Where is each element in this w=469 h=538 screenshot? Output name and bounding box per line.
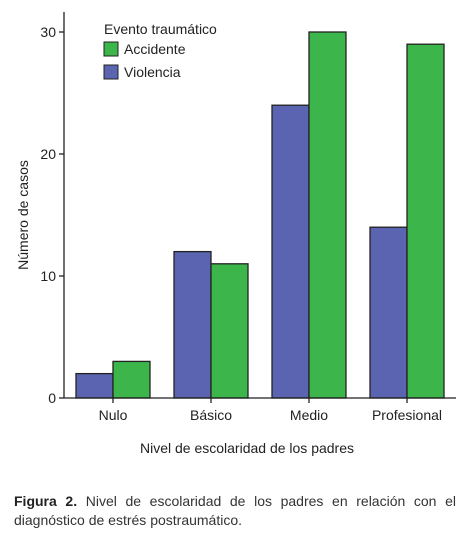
legend: Evento traumático Accidente Violencia: [103, 21, 217, 80]
bar-accidente-medio: [308, 31, 347, 399]
x-axis-title: Nivel de escolaridad de los padres: [140, 440, 354, 456]
legend-swatch-violencia: [103, 64, 119, 80]
legend-title: Evento traumático: [104, 21, 217, 37]
bar-violencia-básico: [173, 250, 212, 399]
x-tick-label: Medio: [290, 407, 328, 423]
x-tick-label: Profesional: [372, 407, 442, 423]
y-tick-label: 20: [40, 146, 56, 162]
x-ticks-group: Nulo Básico Medio Profesional: [99, 398, 442, 423]
legend-swatch-accidente: [103, 41, 119, 57]
y-tick-label: 30: [40, 24, 56, 40]
figure-caption: Figura 2. Nivel de escolaridad de los pa…: [14, 492, 456, 530]
bar-accidente-profesional: [406, 43, 445, 399]
x-tick-label: Nulo: [99, 407, 128, 423]
bar-violencia-profesional: [369, 226, 408, 399]
y-ticks-group: 0 10 20 30: [40, 24, 64, 406]
bar-accidente-nulo: [112, 360, 151, 399]
caption-text: Nivel de escolaridad de los padres en re…: [14, 493, 456, 528]
y-tick-label: 10: [40, 268, 56, 284]
bar-chart: 0 10 20 30 Nulo Básico Medio Profesional Nivel…: [15, 12, 456, 456]
y-tick-label: 0: [48, 390, 56, 406]
bar-violencia-medio: [271, 104, 310, 399]
bar-violencia-nulo: [75, 372, 114, 399]
x-tick-label: Básico: [190, 407, 232, 423]
legend-label-violencia: Violencia: [124, 64, 181, 80]
legend-label-accidente: Accidente: [124, 41, 186, 57]
bars-group: [75, 31, 445, 399]
axes-group: [63, 12, 456, 399]
bar-accidente-básico: [210, 263, 249, 399]
caption-label: Figura 2.: [14, 493, 78, 509]
y-axis-title: Número de casos: [15, 160, 31, 270]
